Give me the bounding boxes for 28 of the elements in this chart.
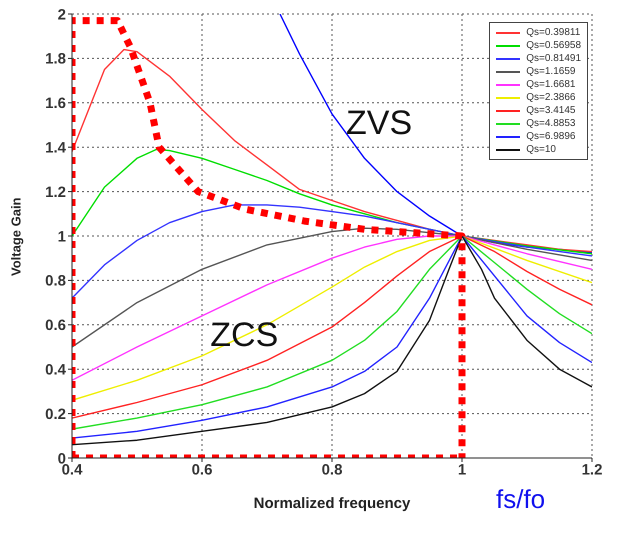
legend-label: Qs=0.39811	[526, 27, 580, 38]
legend-label: Qs=3.4145	[526, 105, 576, 116]
x-tick-label: 0.8	[322, 462, 342, 479]
y-tick-label: 1.4	[45, 140, 67, 157]
legend-label: Qs=6.9896	[526, 131, 576, 142]
legend-label: Qs=2.3866	[526, 92, 576, 103]
y-tick-label: 0.6	[45, 317, 66, 334]
x-tick-label: 0.6	[192, 462, 212, 479]
y-tick-label: 0.2	[45, 406, 66, 423]
text: fs/fo	[496, 484, 546, 514]
legend-label: Qs=1.6681	[526, 79, 576, 90]
y-tick-label: 1.2	[45, 184, 66, 201]
legend-label: Qs=10	[526, 144, 556, 155]
y-tick-label: 0.4	[45, 362, 67, 379]
x-axis-title: Normalized frequency	[254, 495, 412, 512]
y-tick-label: 0.8	[45, 272, 66, 290]
y-tick-label: 1.8	[45, 50, 66, 68]
annotation: ZVS	[346, 104, 412, 142]
y-tick-label: 1.6	[45, 95, 66, 112]
x-tick-label: 1	[458, 462, 466, 479]
y-tick-label: 1	[58, 228, 66, 246]
legend-label: Qs=4.8853	[526, 118, 576, 129]
legend-label: Qs=0.56958	[526, 40, 581, 51]
legend-label: Qs=0.81491	[526, 53, 581, 64]
legend-label: Qs=1.1659	[526, 66, 576, 77]
y-axis-title: Voltage Gain	[8, 197, 24, 276]
x-tick-label: 1.2	[582, 462, 602, 479]
y-tick-label: 2	[58, 6, 66, 24]
